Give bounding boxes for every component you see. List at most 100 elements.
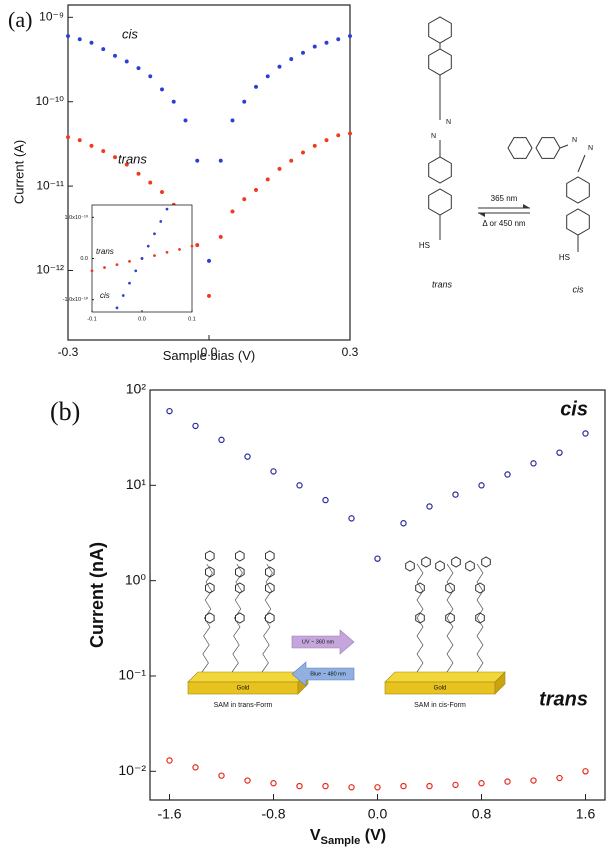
data-point [136,171,141,176]
benzene-ring [435,560,445,572]
substrate-label: Gold [237,686,250,692]
data-point [300,50,306,55]
series-label: cis [100,291,110,300]
azo-label: N [431,133,436,140]
blue-label: Blue ~ 480 nm [310,671,346,677]
bond [559,144,569,149]
data-point [112,155,118,160]
benzene-ring [445,612,455,624]
data-point [190,244,194,248]
benzene-ring [566,208,590,236]
x-axis-title-unit: (V) [360,827,386,844]
y-tick-label: 10⁻¹¹ [36,178,64,192]
benzene-ring [235,612,245,624]
gold-slab-side [494,671,506,695]
data-point [195,158,200,163]
thiol-label: HS [559,253,570,262]
data-point [556,449,563,456]
benzene-ring [205,550,215,562]
data-point [324,40,329,45]
data-point [426,503,433,510]
x-tick-label: 0.8 [472,805,492,821]
series-label: trans [118,151,147,166]
data-point [452,781,459,789]
azo-label: N [572,137,577,144]
x-tick-label: 0.3 [342,345,359,359]
benzene-ring [475,612,485,624]
x-tick-label: 0.0 [138,316,146,322]
data-point [218,158,223,163]
plot-frame [149,389,606,801]
data-point [218,234,223,239]
data-point [101,149,106,154]
azo-label: N [588,145,593,152]
x-axis-title-main: Sample bias (V) [163,348,255,363]
x-axis-title: Sample bias (V) [163,348,255,363]
panel-label: (a) [8,7,32,32]
sam-caption: SAM in trans-Form [214,702,273,709]
data-point [183,118,188,123]
series-label: cis [122,26,138,41]
panel-label: (b) [50,397,80,426]
alkyl-chain [261,563,273,673]
uv-arrow [291,629,355,655]
data-point [124,162,129,167]
benzene-ring [415,612,425,624]
data-point [77,138,82,143]
data-point [253,187,259,193]
data-point [322,782,329,790]
x-axis-title-sub: Sample [321,835,361,847]
data-point [121,294,125,297]
series-label: trans [539,688,588,710]
y-tick-label: 10⁰ [125,571,147,587]
benzene-ring [428,16,452,44]
gold-slab-top [187,671,309,683]
data-point [115,263,119,267]
data-point [426,782,433,790]
data-point [336,133,341,138]
benzene-ring [235,582,245,594]
benzene-ring [415,582,425,594]
substrate-label: Gold [434,686,447,692]
alkyl-chain [476,563,484,673]
data-point [136,66,141,71]
data-point [166,757,173,764]
data-point [324,138,329,143]
data-point [504,778,511,785]
x-tick-label: 1.6 [576,805,596,821]
data-point [218,436,225,444]
data-point [300,150,306,155]
y-tick-label: 0.0 [80,256,88,262]
benzene-ring [265,612,275,624]
y-tick-label: 1.0x10⁻¹⁰ [65,214,89,221]
benzene-ring [265,566,275,578]
data-point [134,269,138,273]
data-point [128,281,131,285]
data-point [65,135,71,140]
data-point [90,269,94,273]
data-point [192,764,199,771]
benzene-ring [421,556,431,568]
data-point [265,177,270,182]
benzene-ring [465,560,475,572]
y-tick-label: 10⁻¹² [36,263,64,277]
series-label: trans [96,247,114,256]
data-point [253,84,259,89]
data-point [265,74,270,79]
data-point [348,515,355,522]
alkyl-chain [231,563,243,673]
data-point [244,453,251,460]
data-point [230,209,235,214]
benzene-ring [265,582,275,594]
y-tick-label: 10⁻¹ [118,667,146,683]
arrow-label: Δ or 450 nm [482,219,525,228]
data-point [65,34,71,39]
x-tick-label: -0.3 [58,345,79,359]
data-point [336,37,341,42]
benzene-ring [445,582,455,594]
data-point [128,259,131,263]
benzene-ring [405,560,415,572]
benzene-ring [205,612,215,624]
data-point [478,482,485,489]
y-axis-title: Current (A) [11,140,26,204]
